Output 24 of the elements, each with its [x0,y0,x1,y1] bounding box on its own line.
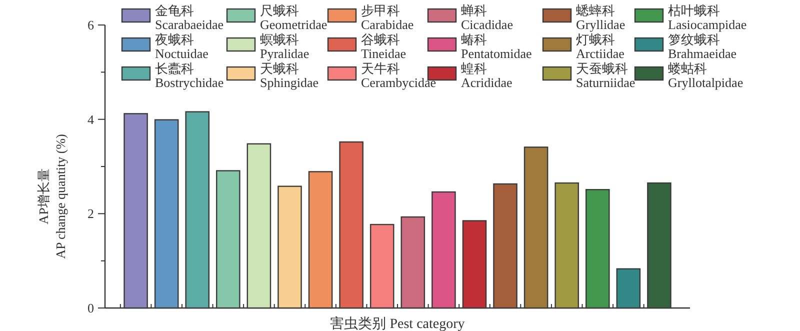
legend-label: 夜蛾科 Noctuidae [155,32,209,61]
legend-label: 天蚕蛾科 Saturniidae [576,61,636,90]
legend-label: 箩纹蛾科 Brahmaeidae [668,32,737,61]
legend-label: 尺蛾科 Geometridae [260,3,328,32]
legend-label: 长蠹科 Bostrychidae [155,61,224,90]
y-axis-title: AP增长量 AP change quantity (%) [36,134,68,259]
legend-label: 灯蛾科 Arctiidae [576,32,625,61]
legend-label: 蟋蟀科 Gryllidae [576,3,626,32]
legend-label: 蝗科 Acrididae [461,61,512,90]
legend-label: 枯叶蛾科 Lasiocampidae [668,3,747,32]
legend-label: 蝽科 Pentatomidae [461,32,532,61]
y-tick-label: 6 [88,18,94,32]
y-tick-label: 0 [88,300,94,316]
legend-label: 金龟科 Scarabaeidae [155,3,224,32]
legend-label: 螟蛾科 Pyralidae [260,32,310,61]
x-axis-title: 害虫类别 Pest category [330,316,465,331]
legend-label: 蝉科 Cicadidae [461,3,514,32]
legend-label: 谷蛾科 Tineidae [361,32,406,61]
y-tick-label: 4 [88,112,94,127]
legend-label: 天牛科 Cerambycidae [361,61,436,90]
legend-label: 天蛾科 Sphingidae [260,61,319,90]
legend-label: 蝼蛄科 Gryllotalpidae [668,61,744,90]
legend-label: 步甲科 Carabidae [361,3,414,32]
y-tick-label: 2 [88,206,94,222]
